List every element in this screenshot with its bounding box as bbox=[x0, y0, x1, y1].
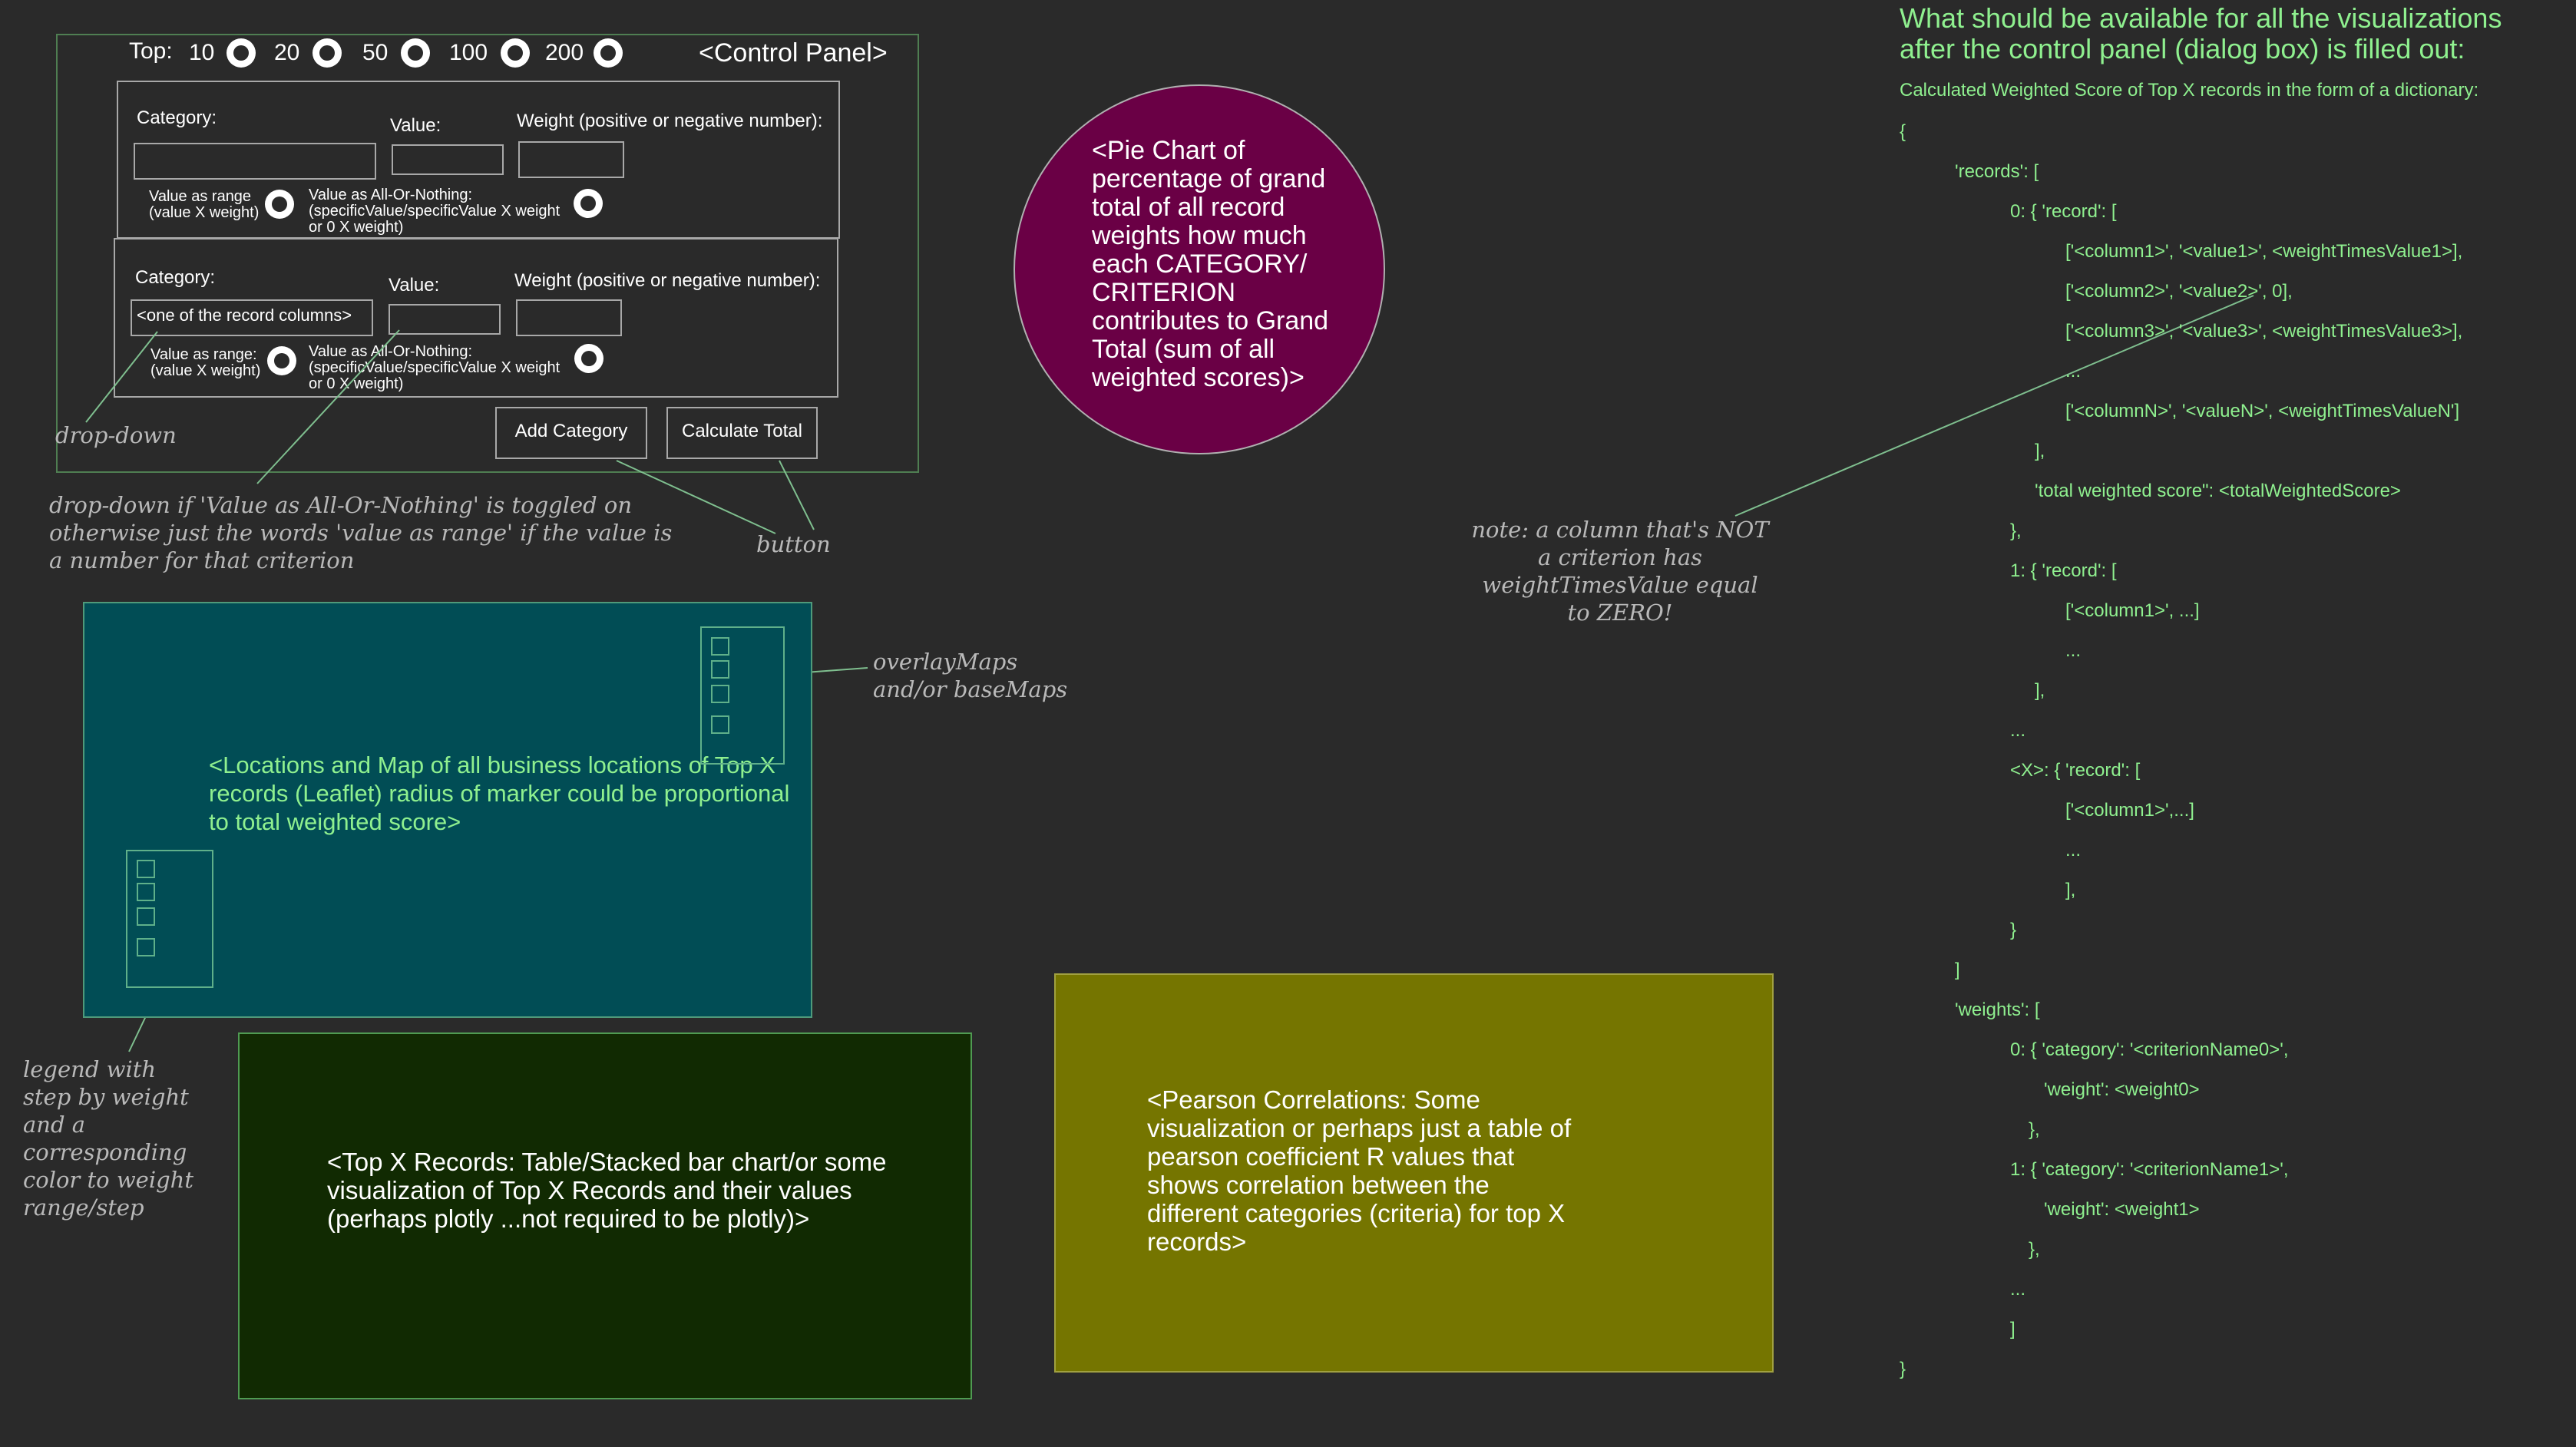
legend-swatch bbox=[137, 938, 155, 956]
spec-line: 0: { 'category': '<criterionName0>', bbox=[2010, 1039, 2289, 1060]
spec-line: 'records': [ bbox=[1955, 161, 2039, 182]
map-panel-text: <Locations and Map of all business locat… bbox=[209, 752, 790, 835]
top-200-radio[interactable] bbox=[594, 38, 623, 68]
map-panel bbox=[83, 602, 812, 1018]
spec-line: } bbox=[1900, 1359, 1906, 1379]
range-option-label: Value as range: (value X weight) bbox=[150, 346, 261, 379]
all-or-nothing-option-label: Value as All-Or-Nothing: (specificValue/… bbox=[309, 343, 561, 392]
spec-line: 'weight': <weight0> bbox=[2044, 1079, 2200, 1100]
weight-input[interactable] bbox=[518, 141, 624, 178]
spec-line: ['<column1>',...] bbox=[2065, 800, 2194, 821]
range-option-label: Value as range (value X weight) bbox=[149, 188, 260, 221]
top-records-text: <Top X Records: Table/Stacked bar chart/… bbox=[327, 1148, 887, 1233]
spec-line: ['<columnN>', '<valueN>', <weightTimesVa… bbox=[2065, 401, 2460, 421]
all-or-nothing-radio[interactable] bbox=[574, 189, 603, 218]
spec-line: ... bbox=[2010, 1279, 2026, 1300]
spec-line: ] bbox=[1955, 960, 1960, 980]
top-10-radio[interactable] bbox=[227, 38, 256, 68]
spec-line: ['<column1>', '<value1>', <weightTimesVa… bbox=[2065, 241, 2463, 262]
all-or-nothing-option-label: Value as All-Or-Nothing: (specificValue/… bbox=[309, 187, 561, 236]
spec-line: ... bbox=[2065, 840, 2082, 861]
spec-line: ... bbox=[2065, 361, 2082, 382]
weight-label: Weight (positive or negative number): bbox=[514, 270, 821, 291]
top-50-radio[interactable] bbox=[401, 38, 430, 68]
top-option-label: 10 bbox=[189, 40, 215, 65]
legend-annotation: legend with step by weight and a corresp… bbox=[23, 1056, 194, 1221]
category-label: Category: bbox=[135, 267, 216, 288]
legend-swatch bbox=[137, 907, 155, 926]
spec-line: ['<column2>', '<value2>', 0], bbox=[2065, 281, 2293, 302]
spec-line: 1: { 'category': '<criterionName1>', bbox=[2010, 1159, 2289, 1180]
range-radio[interactable] bbox=[265, 190, 294, 219]
spec-line: 1: { 'record': [ bbox=[2010, 560, 2117, 581]
spec-line: ['<column1>', ...] bbox=[2065, 600, 2200, 621]
top-label: Top: bbox=[129, 38, 173, 64]
category-row-2 bbox=[114, 238, 838, 398]
spec-line: ... bbox=[2010, 720, 2026, 741]
weight-input[interactable] bbox=[516, 299, 622, 336]
spec-line: } bbox=[2010, 920, 2017, 940]
all-or-nothing-radio[interactable] bbox=[574, 344, 603, 373]
category-dropdown[interactable]: <one of the record columns> bbox=[131, 299, 373, 336]
pearson-text: <Pearson Correlations: Some visualizatio… bbox=[1147, 1085, 1572, 1256]
button-annotation: button bbox=[756, 531, 831, 557]
spec-line: 'weight': <weight1> bbox=[2044, 1199, 2200, 1220]
pie-chart-placeholder bbox=[1014, 84, 1385, 454]
spec-title: What should be available for all the vis… bbox=[1900, 2, 2502, 64]
overlay-layer-control[interactable] bbox=[700, 626, 785, 765]
top-100-radio[interactable] bbox=[501, 38, 530, 68]
spec-line: }, bbox=[2029, 1119, 2040, 1140]
add-category-button[interactable]: Add Category bbox=[495, 407, 647, 459]
spec-line: }, bbox=[2029, 1239, 2040, 1260]
column-note: note: a column that's NOT a criterion ha… bbox=[1471, 517, 1769, 626]
top-records-panel bbox=[238, 1032, 972, 1399]
spec-line: ], bbox=[2065, 880, 2076, 900]
spec-line: ], bbox=[2035, 680, 2045, 701]
value-input[interactable] bbox=[392, 144, 504, 175]
overlay-checkbox[interactable] bbox=[711, 715, 729, 734]
legend-swatch bbox=[137, 883, 155, 901]
overlay-checkbox[interactable] bbox=[711, 685, 729, 703]
category-label: Category: bbox=[137, 107, 217, 128]
spec-line: }, bbox=[2010, 520, 2022, 541]
spec-line: <X>: { 'record': [ bbox=[2010, 760, 2141, 781]
value-label: Value: bbox=[390, 115, 441, 136]
spec-line: { bbox=[1900, 121, 1906, 142]
spec-subtitle: Calculated Weighted Score of Top X recor… bbox=[1900, 80, 2479, 101]
calculate-total-button[interactable]: Calculate Total bbox=[666, 407, 818, 459]
value-input[interactable] bbox=[389, 304, 501, 335]
overlay-annotation: overlayMaps and/or baseMaps bbox=[873, 649, 1068, 702]
top-20-radio[interactable] bbox=[312, 38, 342, 68]
category-input[interactable] bbox=[134, 143, 376, 180]
spec-line: ['<column3>', '<value3>', <weightTimesVa… bbox=[2065, 321, 2463, 342]
control-panel bbox=[56, 34, 919, 473]
spec-line: ], bbox=[2035, 441, 2045, 461]
dropdown-note-annotation: drop-down if 'Value as All-Or-Nothing' i… bbox=[49, 492, 673, 573]
top-option-label: 20 bbox=[274, 40, 300, 65]
legend-swatch bbox=[137, 860, 155, 878]
top-option-label: 100 bbox=[449, 40, 488, 65]
overlay-checkbox[interactable] bbox=[711, 637, 729, 656]
spec-line: 'total weighted score": <totalWeightedSc… bbox=[2035, 481, 2401, 501]
range-radio[interactable] bbox=[267, 346, 296, 375]
weight-label: Weight (positive or negative number): bbox=[517, 111, 823, 131]
top-option-label: 50 bbox=[362, 40, 389, 65]
pearson-panel bbox=[1054, 973, 1774, 1373]
dropdown-annotation: drop-down bbox=[55, 422, 177, 448]
category-dropdown-value: <one of the record columns> bbox=[137, 306, 352, 325]
spec-line: ] bbox=[2010, 1319, 2015, 1340]
spec-line: 0: { 'record': [ bbox=[2010, 201, 2117, 222]
overlay-checkbox[interactable] bbox=[711, 660, 729, 679]
spec-line: 'weights': [ bbox=[1955, 999, 2040, 1020]
control-panel-title: <Control Panel> bbox=[699, 38, 888, 68]
value-label: Value: bbox=[389, 275, 440, 296]
add-category-label: Add Category bbox=[514, 421, 628, 441]
map-legend bbox=[126, 850, 213, 988]
spec-line: ... bbox=[2065, 640, 2082, 661]
calculate-total-label: Calculate Total bbox=[682, 421, 802, 441]
top-option-label: 200 bbox=[545, 40, 584, 65]
pie-chart-text: <Pie Chart of percentage of grand total … bbox=[1092, 136, 1329, 392]
